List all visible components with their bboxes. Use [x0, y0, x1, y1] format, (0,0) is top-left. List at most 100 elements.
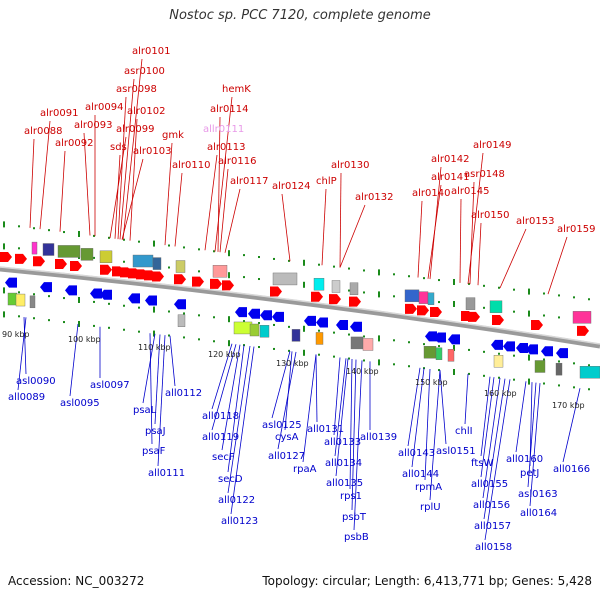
gene-label: chlP [316, 176, 337, 187]
reverse-gene-arrow [434, 332, 446, 343]
gene-block [489, 300, 503, 313]
tick-mark [348, 357, 350, 360]
gene-block [362, 338, 374, 351]
gene-block [99, 250, 113, 264]
label-leaders [17, 58, 581, 541]
tick-mark [588, 388, 590, 391]
gene-label: asl0097 [90, 380, 130, 391]
gene-blocks [7, 241, 600, 379]
tick-mark [483, 374, 485, 377]
gene-label: all0155 [471, 479, 508, 490]
label-leader-line [480, 376, 491, 457]
label-leader-line [164, 142, 173, 246]
gene-label: all0133 [324, 437, 361, 448]
tick-mark [258, 346, 260, 349]
gene-block [7, 292, 18, 306]
forward-gene-arrow [152, 271, 164, 282]
gene-label: chlI [455, 426, 473, 437]
gene-label: alr0110 [172, 160, 210, 171]
label-leader-line [29, 138, 35, 228]
tick-mark [543, 292, 545, 295]
tick-mark [438, 345, 440, 348]
gene-block [42, 243, 55, 256]
forward-gene-arrow [174, 274, 186, 285]
gene-label: all0139 [360, 432, 397, 443]
label-leader-line [224, 188, 241, 253]
tick-mark [123, 238, 125, 241]
tick-mark [468, 372, 470, 375]
tick-mark [393, 363, 395, 366]
tick-mark [453, 344, 455, 351]
gene-label: asl0151 [436, 446, 476, 457]
gene-label: all0122 [218, 495, 255, 506]
gene-label: alr0130 [331, 160, 369, 171]
tick-mark [288, 325, 290, 328]
kbp-label: 110 kbp [138, 343, 171, 352]
gene-block [465, 297, 476, 310]
gene-label: psaF [142, 446, 166, 457]
tick-mark [183, 246, 185, 249]
tick-mark [393, 339, 395, 342]
gene-block [315, 332, 324, 345]
gene-label: alr0101 [132, 46, 170, 57]
gene-block [435, 347, 443, 361]
tick-mark [258, 278, 260, 281]
gene-label: cysA [275, 432, 299, 443]
gene-label: psbT [342, 512, 367, 523]
tick-mark [348, 267, 350, 270]
tick-mark [483, 306, 485, 309]
tick-mark [3, 287, 5, 294]
tick-mark [303, 259, 305, 266]
label-leader-line [221, 344, 241, 451]
gene-label: alr0088 [24, 126, 62, 137]
tick-mark [573, 386, 575, 389]
gene-label: asl0090 [16, 376, 56, 387]
forward-gene-arrow [417, 305, 429, 316]
tick-mark [78, 320, 80, 327]
reverse-gene-arrow [260, 310, 272, 321]
tick-mark [108, 236, 110, 239]
label-leader-line [333, 357, 341, 436]
tick-mark [558, 316, 560, 319]
kbp-label: 140 kbp [346, 367, 379, 376]
reverse-gene-arrow [350, 321, 362, 332]
gene-block [57, 245, 81, 258]
gene-block [350, 336, 364, 350]
tick-mark [543, 358, 545, 361]
reverse-gene-arrow [235, 307, 247, 318]
tick-mark [438, 369, 440, 372]
tick-mark [513, 310, 515, 313]
reverse-gene-arrow [90, 288, 102, 299]
gene-block [80, 248, 94, 261]
reverse-gene-arrow [448, 334, 460, 345]
forward-gene-arrow [329, 294, 341, 305]
tick-mark [513, 354, 515, 357]
gene-label: alr0124 [272, 181, 310, 192]
tick-mark [363, 335, 365, 338]
tick-mark [78, 296, 80, 303]
label-leader-line [174, 172, 183, 247]
forward-gene-arrow [531, 319, 543, 330]
tick-mark [318, 263, 320, 266]
tick-mark [498, 376, 500, 379]
label-leader-line [119, 78, 135, 240]
label-leader-line [17, 317, 27, 391]
tick-mark [228, 272, 230, 279]
gene-label: hemK [222, 84, 251, 95]
gene-block [291, 329, 301, 342]
reverse-gene-arrow [128, 293, 140, 304]
tick-mark [378, 291, 380, 298]
tick-mark [348, 333, 350, 336]
gene-label: alr0094 [85, 102, 123, 113]
tick-mark [33, 293, 35, 296]
gene-label: alr0091 [40, 108, 78, 119]
tick-mark [198, 248, 200, 251]
tick-mark [93, 300, 95, 303]
label-leader-line [529, 383, 541, 507]
tick-mark [123, 328, 125, 331]
gene-labels: alr0101 asr0100 asr0098 alr0091 alr0094 alr01… [8, 46, 595, 553]
label-leader-line [562, 388, 581, 463]
tick-mark [18, 315, 20, 318]
tick-mark [513, 288, 515, 291]
label-leader-line [114, 154, 121, 239]
